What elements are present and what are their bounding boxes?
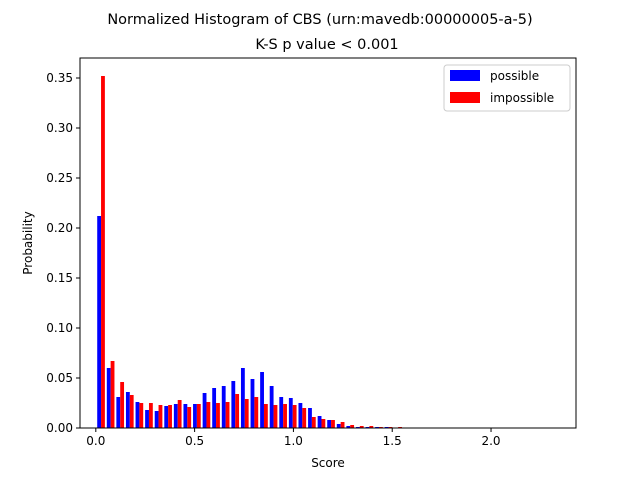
axis-ticks-layer: 0.0 0.5 1.0 1.5 2.0 0.00 0.05 0.10 0.15 0.20 0.25 0… (46, 71, 500, 448)
bar-possible-19 (279, 397, 284, 428)
bar-possible-3 (125, 392, 130, 428)
bar-impossible-23 (321, 419, 326, 428)
legend-swatch-impossible (450, 92, 480, 103)
bar-impossible-5 (148, 403, 153, 428)
y-tick-label-4: 0.20 (46, 221, 73, 235)
bar-possible-2 (116, 397, 121, 428)
bar-possible-15 (240, 368, 245, 428)
bar-impossible-28 (369, 426, 374, 428)
y-tick-label-3: 0.15 (46, 271, 73, 285)
x-tick-label-3: 1.5 (383, 434, 402, 448)
bar-impossible-8 (177, 400, 182, 428)
bar-possible-21 (298, 403, 303, 428)
bar-impossible-26 (350, 425, 355, 428)
bar-possible-20 (288, 398, 293, 428)
x-tick-label-4: 2.0 (481, 434, 500, 448)
bar-impossible-4 (139, 403, 144, 428)
bar-impossible-22 (311, 417, 316, 428)
bar-possible-10 (193, 404, 197, 428)
bar-impossible-7 (168, 405, 172, 428)
bar-impossible-27 (359, 426, 364, 428)
x-tick-label-0: 0.0 (86, 434, 105, 448)
bar-impossible-14 (235, 394, 240, 428)
bar-impossible-11 (206, 402, 211, 428)
bar-impossible-19 (283, 404, 287, 428)
bar-impossible-0 (101, 76, 105, 428)
bar-possible-11 (202, 393, 207, 428)
bar-possible-1 (106, 368, 111, 428)
bar-impossible-6 (158, 405, 163, 428)
bar-possible-26 (346, 426, 351, 428)
bar-possible-17 (260, 372, 264, 428)
bar-possible-14 (231, 381, 236, 428)
bar-possible-13 (221, 386, 226, 428)
bar-possible-4 (135, 402, 140, 428)
bar-impossible-3 (129, 395, 134, 428)
bar-possible-18 (269, 386, 274, 428)
bar-impossible-21 (302, 408, 307, 428)
legend-label-impossible: impossible (490, 91, 554, 105)
bar-impossible-15 (244, 399, 249, 428)
bar-possible-23 (317, 416, 322, 428)
chart-title: Normalized Histogram of CBS (urn:mavedb:… (107, 12, 532, 28)
bar-impossible-1 (110, 361, 115, 428)
x-tick-label-1: 0.5 (185, 434, 204, 448)
bar-impossible-25 (340, 422, 345, 428)
bar-possible-16 (250, 379, 255, 428)
bar-impossible-10 (196, 404, 201, 428)
bar-impossible-24 (331, 420, 335, 428)
bar-possible-8 (173, 404, 178, 428)
bar-possible-7 (164, 406, 169, 428)
bar-impossible-12 (216, 403, 220, 428)
y-tick-label-6: 0.30 (46, 121, 73, 135)
y-tick-label-7: 0.35 (46, 71, 73, 85)
bar-impossible-17 (263, 404, 268, 428)
x-tick-label-2: 1.0 (284, 434, 303, 448)
bar-possible-12 (212, 388, 217, 428)
y-tick-label-1: 0.05 (46, 371, 73, 385)
bar-possible-25 (336, 424, 341, 428)
bar-impossible-2 (120, 382, 125, 428)
legend-label-possible: possible (490, 69, 539, 83)
bars-layer (97, 76, 402, 428)
y-axis-label: Probability (21, 211, 35, 274)
bar-impossible-18 (273, 405, 278, 428)
bar-possible-9 (183, 404, 188, 428)
bar-possible-22 (308, 408, 312, 428)
bar-possible-24 (327, 420, 332, 428)
chart-subtitle: K-S p value < 0.001 (255, 37, 398, 53)
y-tick-label-2: 0.10 (46, 321, 73, 335)
x-axis-label: Score (311, 456, 345, 470)
y-tick-label-0: 0.00 (46, 421, 73, 435)
bar-possible-0 (97, 216, 102, 428)
bar-impossible-13 (225, 402, 230, 428)
plot-frame (79, 57, 577, 429)
bar-possible-6 (154, 411, 159, 428)
bar-impossible-9 (187, 407, 192, 428)
legend: possible impossible (443, 64, 571, 112)
bar-possible-5 (145, 410, 149, 428)
bar-impossible-16 (254, 397, 259, 428)
y-tick-label-5: 0.25 (46, 171, 73, 185)
bar-impossible-20 (292, 405, 297, 428)
legend-swatch-possible (450, 70, 480, 81)
